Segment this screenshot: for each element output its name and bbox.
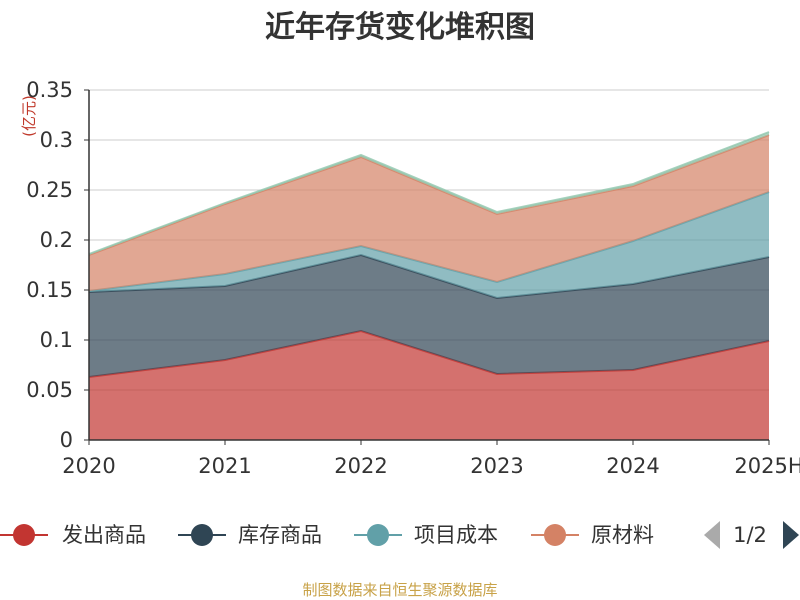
legend-label: 项目成本	[414, 523, 498, 547]
area-series-2	[89, 255, 769, 377]
x-tick-label: 2021	[198, 454, 251, 478]
x-tick-label: 2025H	[734, 454, 800, 478]
y-tick-label: 0.15	[26, 278, 73, 302]
y-tick-label: 0.3	[40, 128, 73, 152]
legend-item-1[interactable]: 发出商品	[0, 523, 146, 547]
y-axis-unit-label: (亿元)	[20, 95, 38, 137]
y-tick-label: 0	[60, 428, 73, 452]
legend-marker	[367, 524, 389, 546]
legend-label: 原材料	[591, 523, 654, 547]
legend-item-3[interactable]: 项目成本	[354, 523, 498, 547]
x-tick-label: 2024	[606, 454, 659, 478]
y-tick-label: 0.35	[26, 78, 73, 102]
legend-item-2[interactable]: 库存商品	[178, 523, 322, 547]
legend-pager: 1/2	[704, 521, 799, 549]
pager-text: 1/2	[733, 523, 767, 547]
y-tick-label: 0.05	[26, 378, 73, 402]
axes	[88, 90, 769, 441]
chart-title: 近年存货变化堆积图	[265, 10, 535, 45]
area-series	[88, 131, 770, 440]
legend-item-4[interactable]: 原材料	[531, 523, 654, 547]
legend-marker	[191, 524, 213, 546]
y-tick-label: 0.1	[40, 328, 73, 352]
legend-label: 发出商品	[62, 523, 146, 547]
area-series-1	[89, 331, 769, 440]
x-tick-label: 2020	[62, 454, 115, 478]
legend-marker	[13, 524, 35, 546]
legend-label: 库存商品	[238, 523, 322, 547]
legend-marker	[544, 524, 566, 546]
y-axis-ticks: 0 0.05 0.1 0.15 0.2 0.25 0.3 0.35	[26, 78, 89, 452]
area-series-4	[89, 135, 769, 291]
pager-next-icon[interactable]	[783, 521, 799, 549]
y-tick-label: 0.2	[40, 228, 73, 252]
x-tick-label: 2022	[334, 454, 387, 478]
area-series-3	[89, 192, 769, 298]
source-footer: 制图数据来自恒生聚源数据库	[302, 581, 497, 599]
legend: 发出商品 库存商品 项目成本 原材料	[0, 523, 654, 547]
y-tick-label: 0.25	[26, 178, 73, 202]
x-axis-ticks: 2020 2021 2022 2023 2024 2025H	[62, 440, 800, 478]
pager-prev-icon[interactable]	[704, 521, 720, 549]
x-tick-label: 2023	[470, 454, 523, 478]
area-series-line-5	[88, 131, 770, 255]
